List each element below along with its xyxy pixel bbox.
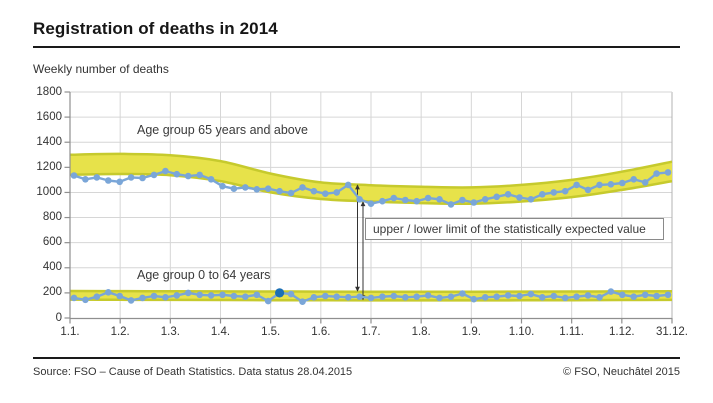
y-tick-label: 1800 — [36, 85, 62, 98]
x-tick-label: 31.12. — [656, 326, 688, 338]
x-tick-label: 1.11. — [559, 326, 585, 338]
y-tick-label: 1400 — [36, 135, 62, 148]
y-tick-label: 1000 — [36, 185, 62, 198]
series-label-65plus: Age group 65 years and above — [137, 123, 308, 137]
y-tick-label: 1200 — [36, 160, 62, 173]
x-tick-label: 1.1. — [60, 326, 80, 338]
footer-rule — [33, 357, 680, 359]
axes — [64, 91, 673, 324]
y-tick-label: 0 — [55, 311, 62, 324]
annotation-label: upper / lower limit of the statistically… — [373, 222, 646, 236]
x-tick-label: 1.8. — [411, 326, 431, 338]
title-rule — [33, 46, 680, 48]
y-tick-label: 600 — [42, 236, 62, 249]
series-label-0to64: Age group 0 to 64 years — [137, 268, 271, 282]
highlight-point — [275, 288, 285, 298]
x-tick-label: 1.7. — [361, 326, 381, 338]
series-line-0to64 — [70, 288, 672, 306]
x-tick-label: 1.3. — [160, 326, 180, 338]
series-line-65plus — [70, 167, 672, 208]
y-tick-label: 400 — [42, 261, 62, 274]
footer-copyright: © FSO, Neuchâtel 2015 — [563, 366, 680, 378]
chart-subtitle: Weekly number of deaths — [33, 62, 169, 76]
y-tick-label: 200 — [42, 286, 62, 299]
annotation-box: upper / lower limit of the statistically… — [365, 218, 664, 240]
x-tick-label: 1.9. — [461, 326, 481, 338]
y-tick-label: 800 — [42, 211, 62, 224]
page-title: Registration of deaths in 2014 — [33, 19, 278, 38]
x-tick-label: 1.2. — [110, 326, 130, 338]
x-tick-label: 1.12. — [609, 326, 635, 338]
y-tick-label: 1600 — [36, 110, 62, 123]
x-tick-label: 1.5. — [261, 326, 281, 338]
footer-source: Source: FSO – Cause of Death Statistics.… — [33, 366, 353, 378]
x-tick-label: 1.6. — [311, 326, 331, 338]
x-tick-label: 1.10. — [508, 326, 535, 338]
x-tick-label: 1.4. — [210, 326, 231, 338]
